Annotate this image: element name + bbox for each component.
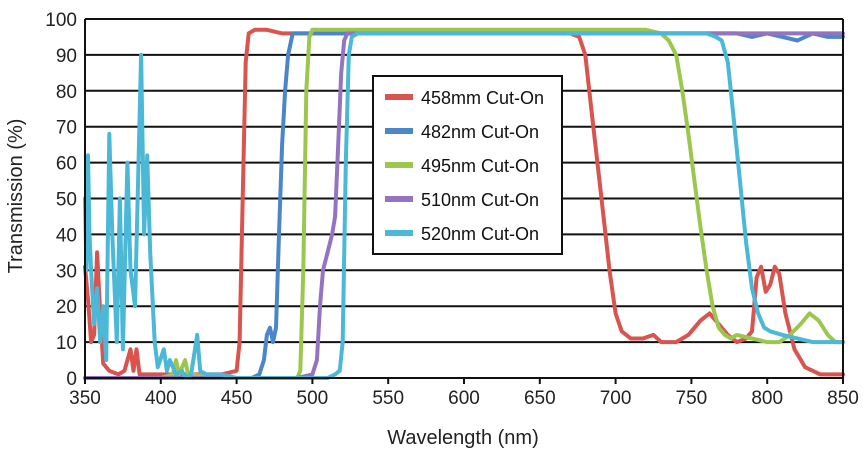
y-tick-label-60: 60 — [56, 154, 77, 175]
x-tick-label-800: 800 — [751, 388, 783, 409]
y-tick-label-10: 10 — [56, 333, 77, 354]
legend: 458mm Cut-On 482nm Cut-On 495nm Cut-On 510n… — [372, 75, 563, 255]
y-tick-label-30: 30 — [56, 261, 77, 282]
x-tick-label-600: 600 — [448, 388, 480, 409]
y-tick-labels: 0 10 20 30 40 50 60 70 80 90 100 — [45, 10, 77, 390]
legend-label-2: 495nm Cut-On — [421, 156, 539, 176]
x-tick-label-350: 350 — [69, 388, 101, 409]
y-tick-label-20: 20 — [56, 297, 77, 318]
legend-label-4: 520nm Cut-On — [421, 224, 539, 244]
y-tick-label-80: 80 — [56, 82, 77, 103]
x-tick-label-400: 400 — [145, 388, 177, 409]
y-tick-label-50: 50 — [56, 190, 77, 211]
x-tick-label-500: 500 — [297, 388, 329, 409]
x-tick-label-450: 450 — [221, 388, 253, 409]
x-tick-label-750: 750 — [676, 388, 708, 409]
y-tick-label-90: 90 — [56, 46, 77, 67]
x-tick-label-700: 700 — [600, 388, 632, 409]
y-tick-label-100: 100 — [45, 10, 77, 31]
legend-label-1: 482nm Cut-On — [421, 122, 539, 142]
x-axis-label: Wavelength (nm) — [387, 427, 539, 449]
x-tick-labels: 350 400 450 500 550 600 650 700 750 800 850 — [69, 388, 859, 409]
x-tick-label-550: 550 — [372, 388, 404, 409]
legend-label-0: 458mm Cut-On — [421, 88, 544, 108]
y-tick-label-70: 70 — [56, 118, 77, 139]
x-tick-label-850: 850 — [827, 388, 859, 409]
y-axis-label: Transmission (%) — [5, 119, 27, 274]
legend-label-3: 510nm Cut-On — [421, 190, 539, 210]
axes — [84, 19, 844, 384]
x-tick-label-650: 650 — [524, 388, 556, 409]
y-tick-label-0: 0 — [66, 369, 77, 390]
y-tick-label-40: 40 — [56, 225, 77, 246]
